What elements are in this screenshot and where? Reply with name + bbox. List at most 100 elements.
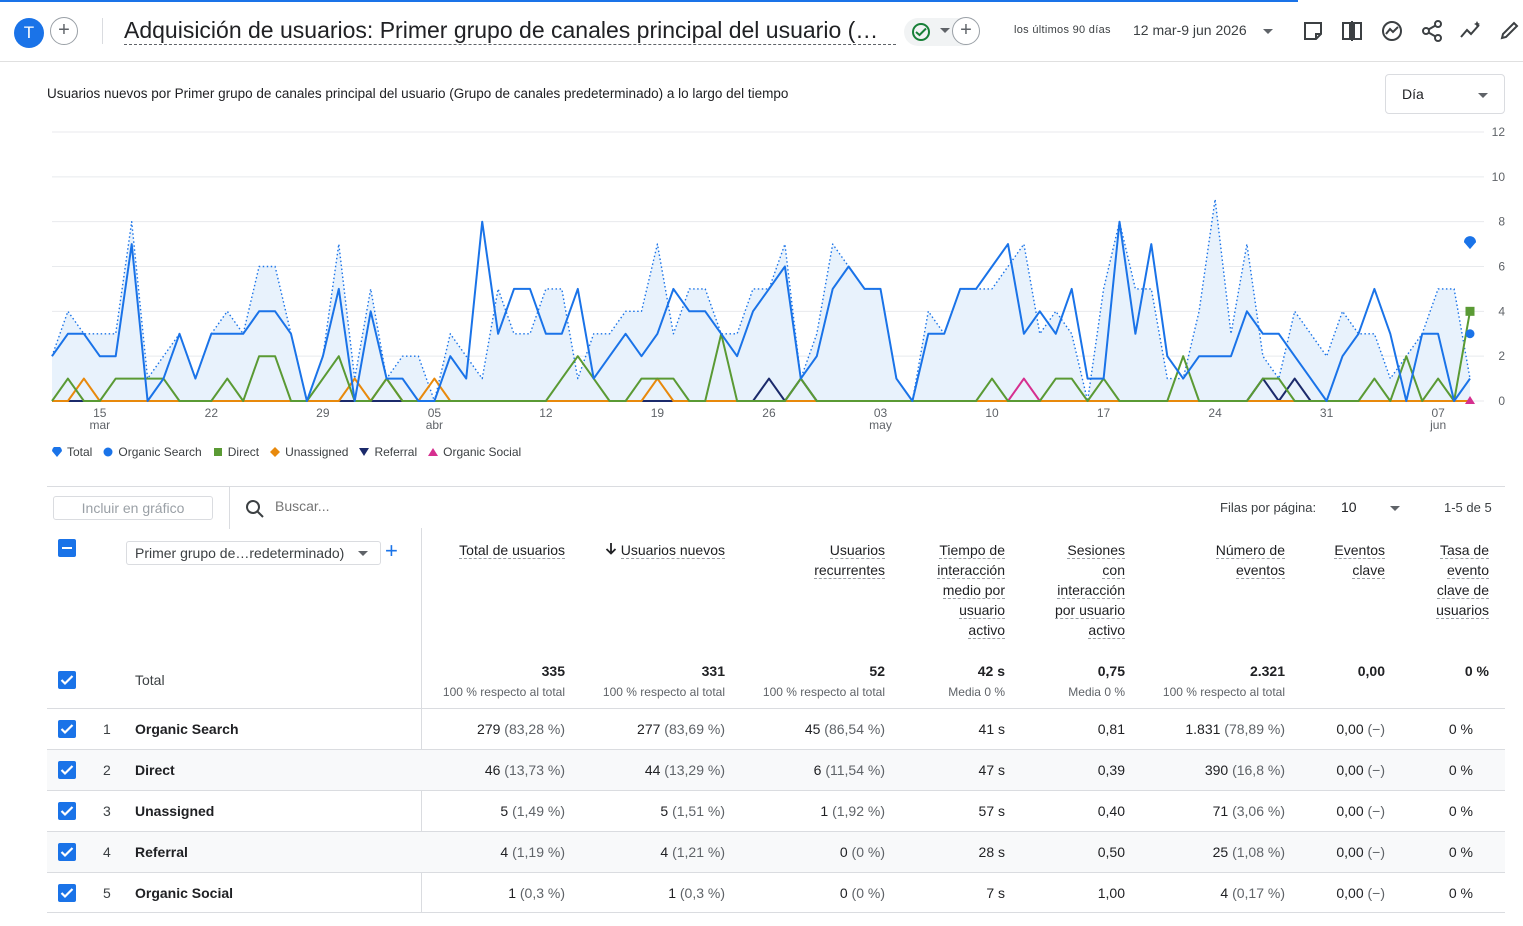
table-cell: 0 %	[1449, 721, 1473, 737]
row-checkbox[interactable]	[58, 802, 76, 820]
total-row-checkbox[interactable]	[58, 671, 76, 689]
cell-value: 0,40	[1097, 803, 1125, 819]
cell-value: 277	[637, 721, 661, 737]
avatar[interactable]: T	[14, 18, 44, 48]
insights-icon[interactable]	[1379, 18, 1405, 44]
total-subtext: 100 % respecto al total	[602, 685, 725, 699]
chevron-down-icon[interactable]	[1263, 29, 1273, 34]
cell-percentage: (1,21 %)	[668, 844, 725, 860]
legend-item[interactable]: Unassigned	[270, 445, 348, 459]
table-row[interactable]: 1 Organic Search 279 (83,28 %) 277 (83,69 %…	[47, 708, 1505, 749]
column-header[interactable]: Número de eventos	[1215, 540, 1285, 580]
row-checkbox[interactable]	[58, 843, 76, 861]
cell-percentage: (86,54 %)	[820, 721, 885, 737]
legend-label: Direct	[227, 444, 260, 459]
legend-item[interactable]: Referral	[359, 445, 417, 459]
column-header[interactable]: Tiempo de interacción medio por usuario acti…	[937, 540, 1005, 640]
date-range-picker[interactable]: 12 mar-9 jun 2026	[1133, 22, 1247, 38]
total-value: 2.321	[1249, 663, 1285, 679]
cell-value: 44	[644, 762, 661, 778]
legend-label: Unassigned	[285, 444, 349, 459]
page-title[interactable]: Adquisición de usuarios: Primer grupo de…	[124, 16, 896, 45]
table-row[interactable]: 2 Direct 46 (13,73 %) 44 (13,29 %) 6 (11,54 …	[47, 749, 1505, 790]
row-checkbox[interactable]	[58, 884, 76, 902]
cell-percentage: (13,29 %)	[660, 762, 725, 778]
select-all-checkbox[interactable]	[58, 539, 76, 557]
column-header-label: medio por	[942, 582, 1005, 599]
granularity-select[interactable]: Día	[1385, 74, 1505, 114]
table-row[interactable]: 4 Referral 4 (1,19 %) 4 (1,21 %) 0 (0 %) 28 s…	[47, 831, 1505, 872]
cell-percentage: (0 %)	[847, 844, 885, 860]
compare-icon[interactable]	[1339, 18, 1365, 44]
column-header[interactable]: Tasa de evento clave de usuarios	[1436, 540, 1489, 620]
row-checkbox[interactable]	[58, 761, 76, 779]
total-subtext: Media 0 %	[1068, 685, 1125, 699]
chevron-down-icon[interactable]	[1390, 506, 1400, 511]
column-header[interactable]: Sesiones con interacción por usuario activo	[1054, 540, 1125, 640]
table-row[interactable]: 3 Unassigned 5 (1,49 %) 5 (1,51 %) 1 (1,92 %…	[47, 790, 1505, 831]
comment-icon[interactable]	[1300, 18, 1326, 44]
row-number: 3	[103, 803, 111, 819]
table-cell: 41 s	[979, 721, 1005, 737]
row-number: 1	[103, 721, 111, 737]
total-end-marker	[1464, 236, 1476, 250]
plus-icon[interactable]: +	[50, 17, 78, 45]
legend-item[interactable]: Organic Social	[428, 445, 521, 459]
table-cell: 25 (1,08 %)	[1213, 844, 1285, 860]
legend-item[interactable]: Direct	[213, 445, 259, 459]
column-header-label: Sesiones	[1067, 542, 1125, 559]
column-header-label: Tiempo de	[939, 542, 1005, 559]
column-header[interactable]: Usuarios recurrentes	[814, 540, 885, 580]
cell-percentage: (0,3 %)	[675, 885, 725, 901]
include-in-chart-button[interactable]: Incluir en gráfico	[53, 496, 213, 520]
column-header[interactable]: Usuarios nuevos	[605, 540, 725, 560]
row-dimension-value[interactable]: Organic Search	[135, 721, 239, 737]
table-cell: 0,81	[1098, 721, 1125, 737]
dimension-select[interactable]: Primer grupo de…redeterminado)	[126, 541, 381, 565]
chevron-down-icon	[1478, 93, 1488, 98]
arrow-down-icon	[605, 540, 617, 560]
table-row[interactable]: 5 Organic Social 1 (0,3 %) 1 (0,3 %) 0 (0 %)…	[47, 872, 1505, 913]
legend-item[interactable]: Organic Search	[103, 445, 202, 459]
plus-icon[interactable]: +	[952, 17, 980, 45]
x-tick-label: 17	[1097, 406, 1111, 420]
check-circle-icon	[912, 23, 930, 41]
cell-value: 1	[668, 885, 676, 901]
square-marker-icon	[213, 446, 223, 456]
circle-marker-icon	[103, 446, 113, 457]
column-header[interactable]: Eventos clave	[1334, 540, 1385, 580]
rows-per-page-select[interactable]: 10	[1341, 499, 1357, 515]
column-header-label: clave	[1352, 562, 1385, 579]
row-dimension-value[interactable]: Organic Social	[135, 885, 234, 901]
row-dimension-value[interactable]: Unassigned	[135, 803, 215, 819]
share-icon[interactable]	[1419, 18, 1445, 44]
cell-value: 0,00	[1336, 762, 1364, 778]
row-checkbox[interactable]	[58, 720, 76, 738]
column-header[interactable]: Total de usuarios	[459, 540, 565, 560]
y-tick-label: 2	[1498, 349, 1505, 363]
legend-label: Organic Social	[443, 444, 522, 459]
total-subtext: Media 0 %	[948, 685, 1005, 699]
column-header-label: clave de	[1436, 582, 1489, 599]
y-tick-label: 10	[1492, 170, 1506, 184]
dimension-select-value: Primer grupo de…redeterminado)	[135, 545, 345, 561]
cell-percentage: (0,17 %)	[1228, 885, 1285, 901]
total-value: 42 s	[977, 663, 1005, 679]
table-cell: 6 (11,54 %)	[814, 762, 885, 778]
table-cell: 7 s	[986, 885, 1005, 901]
row-dimension-value[interactable]: Direct	[135, 762, 175, 778]
cell-percentage: (−)	[1363, 844, 1385, 860]
search-input[interactable]	[275, 498, 575, 514]
cell-value: 0,50	[1097, 844, 1125, 860]
table-cell: 4 (1,21 %)	[660, 844, 725, 860]
edit-icon[interactable]	[1498, 18, 1522, 44]
add-dimension-button[interactable]: +	[385, 538, 398, 563]
cell-percentage: (1,92 %)	[828, 803, 885, 819]
divider	[47, 912, 1505, 913]
table-cell: 0,00 (−)	[1336, 721, 1385, 737]
row-number: 2	[103, 762, 111, 778]
row-dimension-value[interactable]: Referral	[135, 844, 188, 860]
trend-icon[interactable]	[1458, 18, 1484, 44]
legend-item[interactable]: Total	[52, 445, 92, 459]
